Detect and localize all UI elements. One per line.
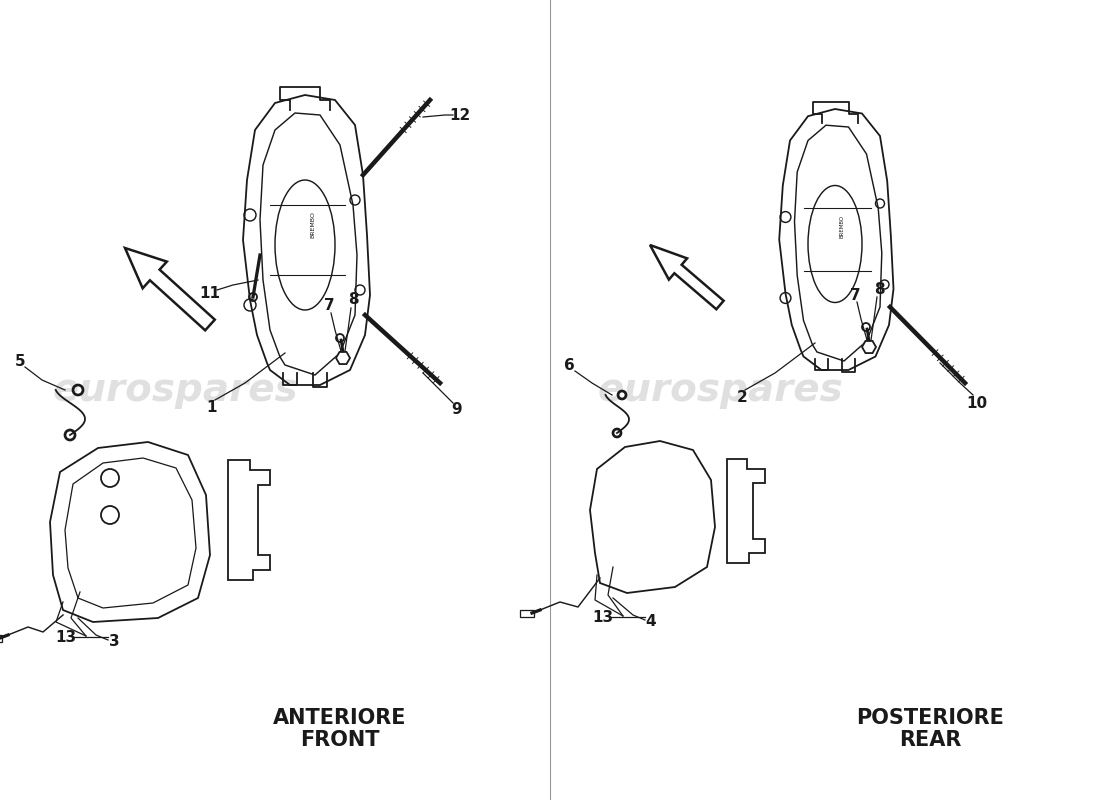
Text: 4: 4 [646, 614, 657, 630]
Text: eurospares: eurospares [597, 371, 843, 409]
Text: REAR: REAR [899, 730, 961, 750]
Text: BREMBO: BREMBO [839, 214, 845, 238]
Text: BREMBO: BREMBO [310, 211, 316, 238]
Text: FRONT: FRONT [300, 730, 379, 750]
Text: 8: 8 [348, 293, 359, 307]
Text: 10: 10 [967, 395, 988, 410]
Text: 12: 12 [450, 107, 471, 122]
Text: 9: 9 [452, 402, 462, 418]
Text: eurospares: eurospares [52, 371, 298, 409]
Text: 3: 3 [109, 634, 119, 650]
Text: 6: 6 [563, 358, 574, 373]
Bar [0, 635, 2, 642]
Text: 5: 5 [14, 354, 25, 369]
Text: 7: 7 [849, 287, 860, 302]
Polygon shape [862, 341, 876, 353]
Text: 2: 2 [737, 390, 747, 405]
Polygon shape [125, 248, 214, 330]
Text: 1: 1 [207, 399, 218, 414]
Text: 13: 13 [55, 630, 77, 646]
Polygon shape [336, 352, 350, 364]
Text: 13: 13 [593, 610, 614, 626]
Text: 8: 8 [873, 282, 884, 297]
Polygon shape [650, 245, 724, 310]
Text: ANTERIORE: ANTERIORE [273, 708, 407, 728]
Text: 11: 11 [199, 286, 220, 301]
Text: POSTERIORE: POSTERIORE [856, 708, 1004, 728]
Bar [520, 610, 534, 617]
Text: 7: 7 [323, 298, 334, 314]
